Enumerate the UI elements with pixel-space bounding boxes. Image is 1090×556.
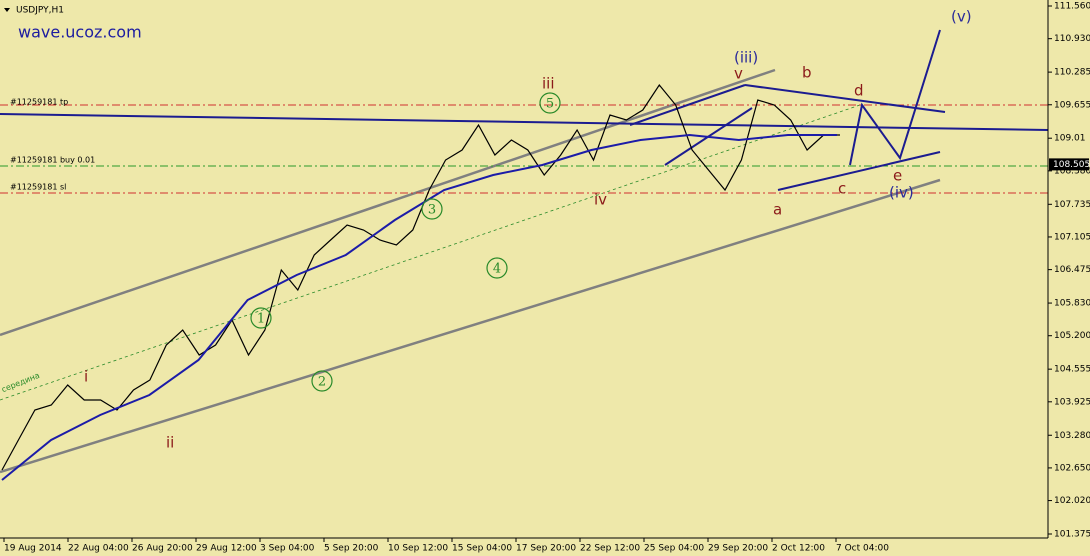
y-tick-label: 103.280 — [1054, 431, 1090, 441]
circled-label: 5 — [546, 97, 554, 112]
circled-label: 1 — [257, 312, 265, 327]
circled-label: 3 — [428, 203, 436, 218]
y-tick-label: 104.555 — [1054, 365, 1090, 375]
order-label: #11259181 sl — [10, 183, 66, 192]
wave-label: a — [773, 201, 782, 219]
wave-label: c — [838, 180, 846, 198]
channel-lower — [0, 178, 941, 474]
y-tick-label: 110.285 — [1054, 68, 1090, 78]
x-tick-label: 25 Sep 04:00 — [644, 544, 704, 554]
circle — [311, 370, 333, 392]
menu-arrow — [4, 8, 10, 12]
y-tick-label: 102.650 — [1054, 463, 1090, 473]
current-price-box — [1049, 158, 1089, 171]
wave-label: (iv) — [889, 184, 914, 202]
chart-title: USDJPY,H1 — [16, 6, 64, 16]
y-tick-label: 107.105 — [1054, 232, 1090, 242]
y-tick-label: 105.200 — [1054, 331, 1090, 341]
x-tick-label: 15 Sep 04:00 — [452, 544, 512, 554]
x-tick-label: 26 Aug 20:00 — [132, 544, 193, 554]
x-tick-label: 29 Sep 20:00 — [708, 544, 768, 554]
x-tick-label: 2 Oct 12:00 — [772, 544, 825, 554]
triangle-lower — [777, 151, 941, 191]
x-tick-label: 10 Sep 12:00 — [388, 544, 448, 554]
triangle-upper — [744, 84, 946, 113]
y-tick-label: 101.375 — [1054, 530, 1090, 540]
order-label: #11259181 buy 0.01 — [10, 156, 95, 165]
y-tick-label: 103.925 — [1054, 397, 1090, 407]
y-tick-label: 105.830 — [1054, 299, 1090, 309]
price-line — [1, 83, 840, 471]
moving-average — [1, 133, 837, 481]
projection — [849, 29, 941, 166]
y-tick-label: 109.01 — [1054, 134, 1086, 144]
circle — [539, 92, 561, 114]
y-tick-label: 108.380 — [1054, 166, 1090, 176]
current-price-label: 108.505 — [1053, 160, 1090, 170]
wave-label: b — [802, 64, 812, 82]
wave-label: e — [893, 167, 902, 185]
wave-label: ii — [166, 434, 174, 452]
x-tick-label: 22 Sep 12:00 — [580, 544, 640, 554]
wedge-upper — [629, 84, 746, 126]
midline — [0, 104, 861, 401]
x-tick-label: 22 Aug 04:00 — [68, 544, 129, 554]
order-label: #11259181 tp — [10, 98, 68, 107]
y-tick-label: 110.930 — [1054, 34, 1090, 44]
wave-label: v — [734, 65, 743, 83]
circle — [421, 198, 443, 220]
x-tick-label: 5 Sep 20:00 — [324, 544, 379, 554]
plot — [1, 83, 840, 481]
circled-label: 4 — [493, 262, 501, 277]
y-tick-label: 102.020 — [1054, 496, 1090, 506]
x-tick-label: 29 Aug 12:00 — [196, 544, 257, 554]
x-tick-label: 19 Aug 2014 — [4, 544, 62, 554]
y-tick-label: 109.655 — [1054, 100, 1090, 110]
wave-label: iv — [594, 191, 607, 209]
wave-label: iii — [542, 75, 555, 93]
x-tick-label: 7 Oct 04:00 — [836, 544, 889, 554]
circle — [250, 307, 272, 329]
wave-circles — [250, 92, 561, 392]
y-tick-label: 106.475 — [1054, 265, 1090, 275]
channel-upper — [0, 68, 776, 337]
y-tick-label: 107.735 — [1054, 200, 1090, 210]
x-tick-label: 17 Sep 20:00 — [516, 544, 576, 554]
x-tick-label: 3 Sep 04:00 — [260, 544, 315, 554]
wave-label: (v) — [951, 8, 972, 26]
y-tick-label: 111.560 — [1054, 2, 1090, 12]
trend-horizontal — [0, 113, 1049, 131]
circle — [486, 257, 508, 279]
wave-label: d — [854, 82, 864, 100]
circled-label: 2 — [318, 375, 326, 390]
wave-label: (iii) — [734, 49, 758, 67]
wave-label: i — [84, 368, 88, 386]
watermark: wave.ucoz.com — [18, 23, 142, 42]
